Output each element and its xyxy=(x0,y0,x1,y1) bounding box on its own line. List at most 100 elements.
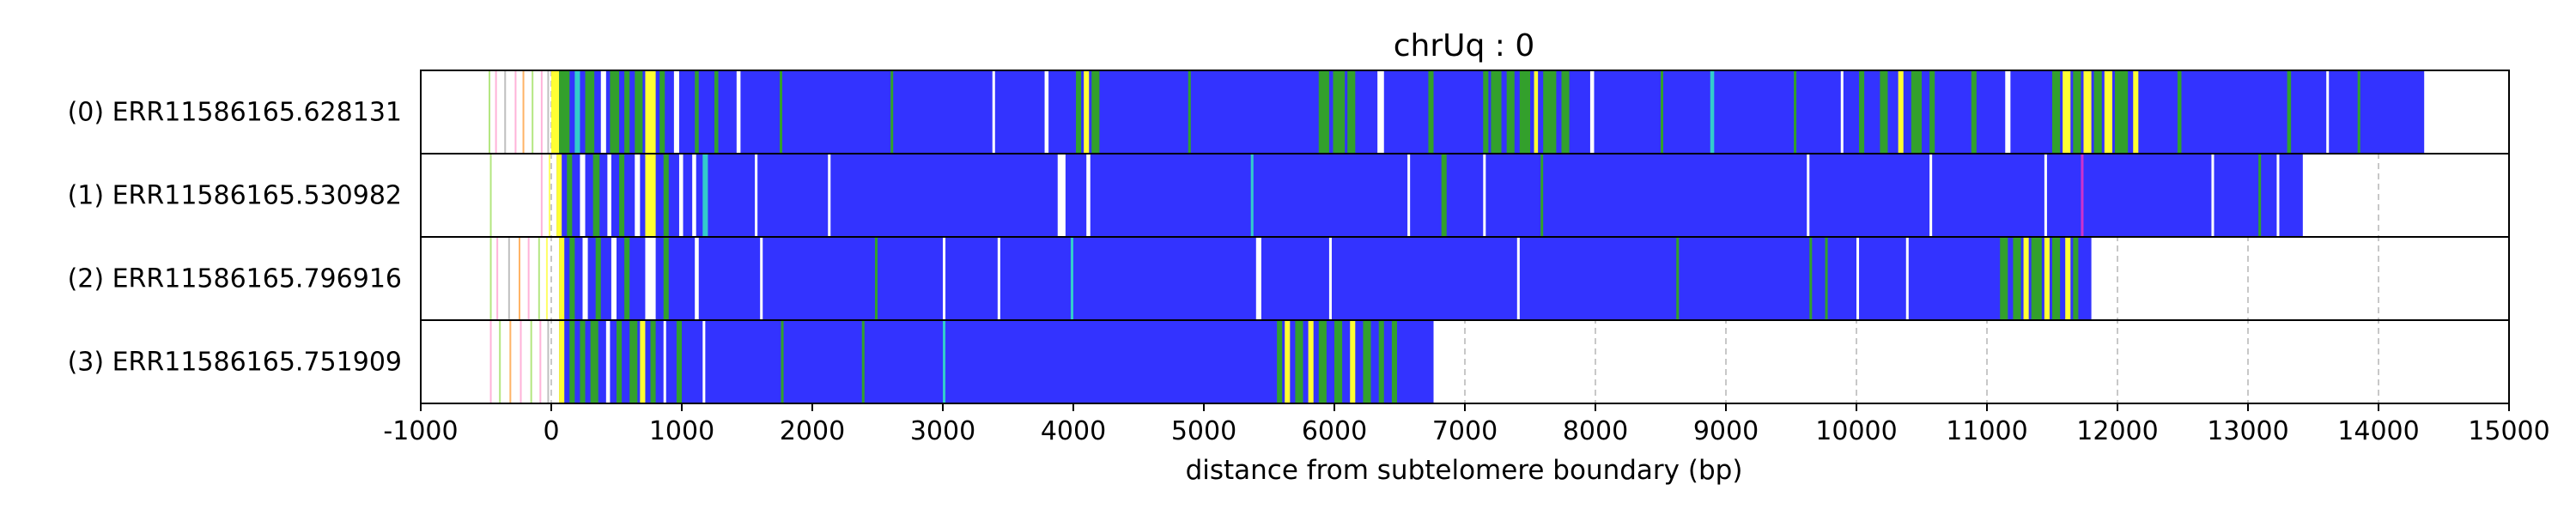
repeat-stripe xyxy=(992,71,995,153)
repeat-stripe xyxy=(610,71,620,153)
repeat-stripe xyxy=(2357,71,2360,153)
x-axis: -1000 0 1000 2000 3000 4000 5000 6000 7000 8000 90… xyxy=(383,403,2550,446)
x-tick-label: 11000 xyxy=(1946,416,2027,446)
repeat-stripe xyxy=(1905,238,1909,319)
repeat-stripe xyxy=(2023,238,2029,319)
repeat-stripe xyxy=(1255,238,1261,319)
repeat-stripe xyxy=(1076,71,1082,153)
repeat-stripe xyxy=(2326,71,2330,153)
repeat-stripe xyxy=(1561,71,1570,153)
read-label: (3) ERR11586165.751909 xyxy=(68,348,402,378)
repeat-stripe xyxy=(1676,238,1680,319)
repeat-stripe xyxy=(2073,238,2079,319)
read-tick xyxy=(519,321,522,403)
read-tick xyxy=(489,71,491,153)
repeat-stripe xyxy=(943,238,946,319)
read-tick xyxy=(538,238,540,319)
repeat-stripe xyxy=(676,321,682,403)
repeat-stripe xyxy=(559,238,565,319)
chart-title: chrUq : 0 xyxy=(1394,28,1535,64)
x-tick-label: 7000 xyxy=(1432,416,1498,446)
repeat-stripe xyxy=(1334,321,1343,403)
repeat-stripe xyxy=(2065,238,2071,319)
x-tick-label: 9000 xyxy=(1693,416,1759,446)
repeat-stripe xyxy=(2013,238,2021,319)
read-label: (1) ERR11586165.530982 xyxy=(68,181,402,211)
repeat-stripe xyxy=(2063,71,2071,153)
repeat-stripe xyxy=(635,154,641,236)
repeat-stripe xyxy=(1407,154,1411,236)
repeat-stripe xyxy=(663,321,666,403)
read-tick xyxy=(545,238,548,319)
repeat-stripe xyxy=(1318,71,1329,153)
repeat-stripe xyxy=(780,71,783,153)
repeat-stripe xyxy=(1661,71,1664,153)
x-tick-label: 5000 xyxy=(1171,416,1236,446)
repeat-stripe xyxy=(1333,71,1346,153)
reads-layer xyxy=(489,71,2425,403)
repeat-stripe xyxy=(1318,321,1327,403)
read-tick xyxy=(489,238,492,319)
repeat-stripe xyxy=(1807,154,1810,236)
repeat-stripe xyxy=(640,321,646,403)
repeat-stripe xyxy=(2044,238,2050,319)
repeat-stripe xyxy=(551,71,560,153)
repeat-stripe xyxy=(556,154,562,236)
repeat-stripe xyxy=(997,238,1000,319)
read-tick xyxy=(530,321,532,403)
repeat-stripe xyxy=(702,321,706,403)
read-tick xyxy=(495,71,497,153)
repeat-stripe xyxy=(645,154,656,236)
repeat-stripe xyxy=(692,154,696,236)
row-label-layer: (0) ERR11586165.628131 (1) ERR11586165.53… xyxy=(68,98,402,378)
repeat-stripe xyxy=(592,154,600,236)
repeat-stripe xyxy=(1519,71,1530,153)
repeat-stripe xyxy=(607,154,611,236)
x-tick-label: 0 xyxy=(543,416,559,446)
repeat-stripe xyxy=(736,71,741,153)
repeat-stripe xyxy=(663,238,669,319)
repeat-stripe xyxy=(2287,71,2292,153)
read-row-1 xyxy=(489,154,2303,236)
repeat-stripe xyxy=(702,154,708,236)
repeat-stripe xyxy=(1543,71,1557,153)
read-bar xyxy=(556,154,2303,236)
repeat-stripe xyxy=(1929,71,1935,153)
repeat-stripe xyxy=(2104,71,2112,153)
repeat-stripe xyxy=(2000,238,2008,319)
repeat-stripe xyxy=(1391,321,1397,403)
repeat-stripe xyxy=(619,154,625,236)
repeat-stripe xyxy=(663,154,669,236)
repeat-stripe xyxy=(617,321,623,403)
read-tick xyxy=(519,238,520,319)
repeat-stripe xyxy=(1308,321,1314,403)
repeat-stripe xyxy=(1840,71,1844,153)
repeat-stripe xyxy=(1363,321,1371,403)
repeat-stripe xyxy=(2177,71,2182,153)
repeat-stripe xyxy=(2133,71,2139,153)
repeat-stripe xyxy=(1540,154,1544,236)
repeat-stripe xyxy=(673,71,679,153)
repeat-stripe xyxy=(1441,154,1447,236)
repeat-stripe xyxy=(1516,238,1520,319)
repeat-stripe xyxy=(2083,71,2092,153)
repeat-stripe xyxy=(1378,321,1384,403)
repeat-stripe xyxy=(1483,154,1486,236)
read-tick xyxy=(514,71,517,153)
repeat-stripe xyxy=(714,71,719,153)
repeat-stripe xyxy=(1277,321,1283,403)
repeat-stripe xyxy=(1971,71,1977,153)
repeat-stripe xyxy=(624,71,630,153)
repeat-stripe xyxy=(1859,71,1865,153)
read-tick xyxy=(496,238,499,319)
repeat-stripe xyxy=(2211,154,2215,236)
repeat-stripe xyxy=(1084,71,1090,153)
repeat-stripe xyxy=(1044,71,1049,153)
repeat-stripe xyxy=(1091,71,1100,153)
repeat-stripe xyxy=(1328,238,1332,319)
repeat-stripe xyxy=(1929,154,1933,236)
read-tick xyxy=(540,71,543,153)
repeat-stripe xyxy=(2081,154,2084,236)
repeat-stripe xyxy=(645,71,656,153)
